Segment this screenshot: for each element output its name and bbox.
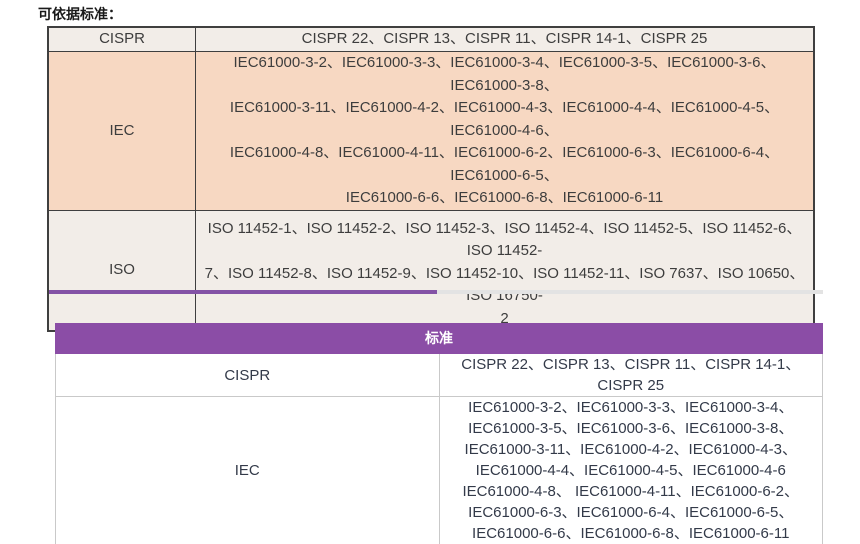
progress-divider-track bbox=[49, 290, 823, 294]
row-content-iso: ISO 11452-1、ISO 11452-2、ISO 11452-3、ISO … bbox=[195, 209, 815, 332]
row-content-cispr: CISPR 22、CISPR 13、CISPR 11、CISPR 14-1、CI… bbox=[195, 26, 815, 52]
row-label-cispr: CISPR bbox=[55, 353, 440, 397]
table-row-cispr: CISPR CISPR 22、CISPR 13、CISPR 11、CISPR 1… bbox=[47, 26, 815, 52]
table-header-label: 标准 bbox=[55, 323, 823, 354]
row-label-cispr: CISPR bbox=[47, 26, 196, 52]
row-content-cispr: CISPR 22、CISPR 13、CISPR 11、CISPR 14-1、CI… bbox=[438, 353, 823, 397]
row-content-iec: IEC61000-3-2、IEC61000-3-3、IEC61000-3-4、I… bbox=[195, 51, 815, 211]
row-content-iec: IEC61000-3-2、IEC61000-3-3、IEC61000-3-4、I… bbox=[438, 396, 823, 544]
page-title: 可依据标准： bbox=[38, 6, 122, 22]
table-row-iec: IEC IEC61000-3-2、IEC61000-3-3、IEC61000-3… bbox=[55, 396, 823, 544]
standards-table-bordered: CISPR CISPR 22、CISPR 13、CISPR 11、CISPR 1… bbox=[47, 26, 815, 332]
row-label-iec: IEC bbox=[47, 51, 196, 211]
table-row-iec: IEC IEC61000-3-2、IEC61000-3-3、IEC61000-3… bbox=[47, 51, 815, 211]
table-row-cispr: CISPR CISPR 22、CISPR 13、CISPR 11、CISPR 1… bbox=[55, 353, 823, 397]
progress-divider-fill bbox=[49, 290, 437, 294]
row-label-iso: ISO bbox=[47, 209, 196, 332]
table-header-row: 标准 bbox=[55, 323, 823, 354]
table-row-iso: ISO ISO 11452-1、ISO 11452-2、ISO 11452-3、… bbox=[47, 209, 815, 332]
standards-table-purple: 标准 CISPR CISPR 22、CISPR 13、CISPR 11、CISP… bbox=[55, 323, 823, 544]
row-label-iec: IEC bbox=[55, 396, 440, 544]
